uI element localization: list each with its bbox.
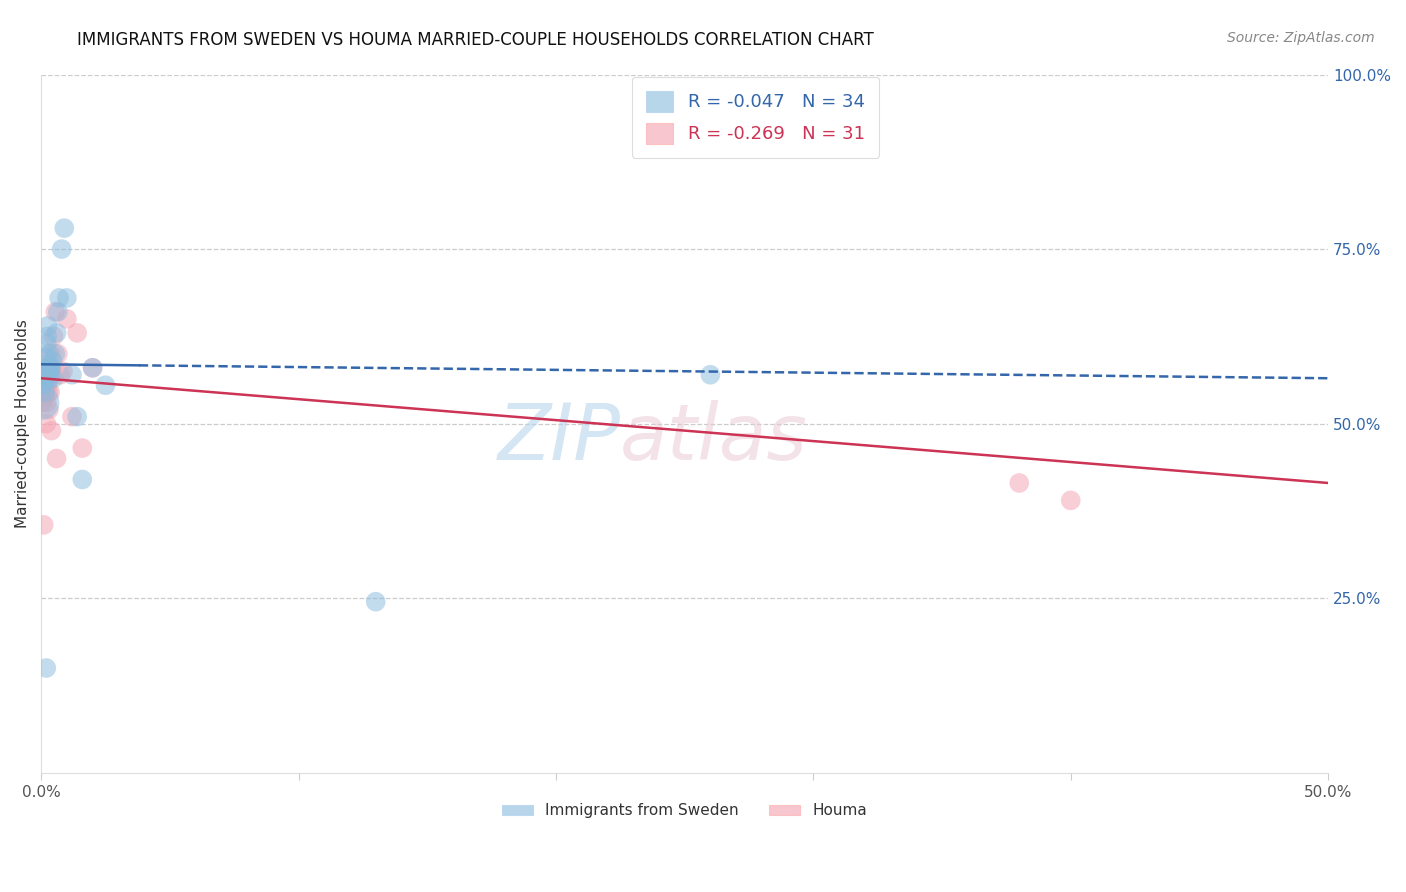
Point — [53, 221, 76, 235]
Point — [44, 305, 66, 319]
Point — [82, 360, 104, 375]
Point — [45, 451, 67, 466]
Point — [48, 291, 70, 305]
Point — [38, 364, 60, 378]
Point — [38, 368, 60, 382]
Point — [35, 661, 58, 675]
Point — [32, 385, 55, 400]
Point — [46, 305, 69, 319]
Point — [32, 371, 55, 385]
Point — [66, 326, 89, 340]
Point — [37, 329, 59, 343]
Point — [32, 375, 55, 389]
Point — [72, 473, 94, 487]
Point — [35, 368, 58, 382]
Point — [32, 364, 55, 378]
Point — [44, 347, 66, 361]
Point — [37, 385, 59, 400]
Point — [51, 242, 73, 256]
Point — [34, 389, 56, 403]
Point — [35, 395, 58, 409]
Point — [31, 395, 53, 409]
Point — [38, 402, 60, 417]
Point — [56, 312, 79, 326]
Point — [60, 368, 83, 382]
Point — [39, 347, 62, 361]
Point — [38, 360, 60, 375]
Point — [41, 360, 63, 375]
Point — [31, 395, 53, 409]
Point — [39, 385, 62, 400]
Text: ZIP: ZIP — [498, 400, 620, 475]
Point — [60, 409, 83, 424]
Point — [699, 368, 721, 382]
Point — [82, 360, 104, 375]
Point — [41, 353, 63, 368]
Point — [1008, 475, 1031, 490]
Point — [35, 378, 58, 392]
Point — [66, 409, 89, 424]
Point — [37, 318, 59, 333]
Point — [35, 360, 58, 375]
Point — [42, 371, 65, 385]
Point — [41, 368, 63, 382]
Text: Source: ZipAtlas.com: Source: ZipAtlas.com — [1227, 31, 1375, 45]
Y-axis label: Married-couple Households: Married-couple Households — [15, 319, 30, 528]
Point — [72, 441, 94, 455]
Point — [45, 326, 67, 340]
Point — [34, 371, 56, 385]
Point — [37, 378, 59, 392]
Point — [34, 385, 56, 400]
Point — [38, 371, 60, 385]
Point — [46, 347, 69, 361]
Point — [56, 291, 79, 305]
Point — [32, 517, 55, 532]
Text: atlas: atlas — [620, 400, 808, 475]
Point — [364, 595, 387, 609]
Point — [94, 378, 117, 392]
Point — [1060, 493, 1083, 508]
Point — [32, 360, 55, 375]
Point — [32, 378, 55, 392]
Point — [52, 364, 75, 378]
Point — [35, 351, 58, 365]
Legend: Immigrants from Sweden, Houma: Immigrants from Sweden, Houma — [496, 797, 873, 824]
Point — [39, 360, 62, 375]
Point — [35, 417, 58, 431]
Text: IMMIGRANTS FROM SWEDEN VS HOUMA MARRIED-COUPLE HOUSEHOLDS CORRELATION CHART: IMMIGRANTS FROM SWEDEN VS HOUMA MARRIED-… — [77, 31, 875, 49]
Point — [42, 329, 65, 343]
Point — [35, 336, 58, 351]
Point — [49, 368, 72, 382]
Point — [37, 347, 59, 361]
Point — [41, 424, 63, 438]
